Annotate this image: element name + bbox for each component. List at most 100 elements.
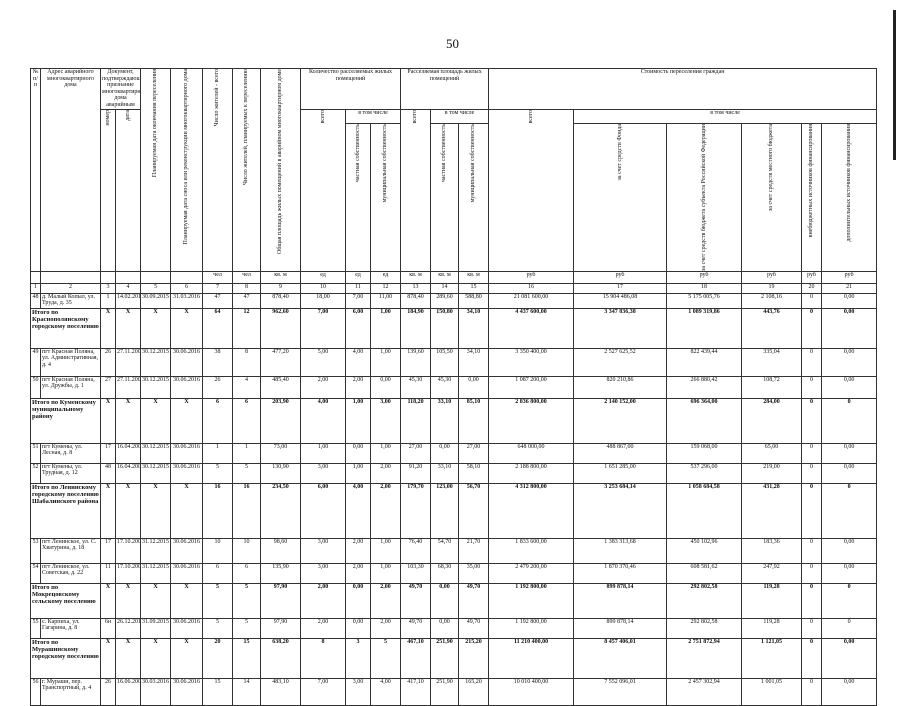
table-cell: 8 bbox=[232, 347, 262, 377]
header-text: за счет средств бюджета субъекта Российс… bbox=[700, 123, 707, 271]
table-cell: 27,00 bbox=[400, 442, 432, 464]
table-cell: 53 bbox=[30, 537, 41, 564]
units-row: чел чел кв. м ед ед ед кв. м кв. м кв. м руб руб ру… bbox=[30, 270, 878, 284]
column-number: 16 bbox=[488, 282, 575, 294]
units-cell: чел bbox=[232, 270, 262, 284]
table-cell: 11 bbox=[100, 562, 116, 584]
table-cell: 0,00 bbox=[458, 375, 490, 399]
header-cell: частная собственность bbox=[430, 122, 460, 272]
table-cell: 30.06.2016 bbox=[170, 347, 204, 377]
header-text: всего bbox=[412, 109, 419, 124]
table-cell: 0 bbox=[801, 442, 823, 464]
table-cell: 1,00 bbox=[370, 562, 402, 584]
table-cell: 3,00 bbox=[370, 397, 402, 444]
table-cell: 0 bbox=[801, 677, 823, 706]
table-cell: 0,00 bbox=[430, 442, 460, 464]
table-cell: 97,90 bbox=[260, 582, 302, 619]
table-cell: 5 bbox=[202, 582, 234, 619]
units-cell: кв. м bbox=[400, 270, 432, 284]
header-cell: номер bbox=[100, 108, 116, 272]
table-cell: 203,90 bbox=[260, 397, 302, 444]
table-cell: 2 527 625,52 bbox=[573, 347, 668, 377]
table-cell: 47 bbox=[202, 292, 234, 309]
table-cell: 17 bbox=[100, 537, 116, 564]
table-cell: 0,00 bbox=[821, 307, 878, 349]
table-cell: 21,70 bbox=[458, 537, 490, 564]
table-cell: 49,70 bbox=[400, 617, 432, 639]
table-cell: 139,60 bbox=[400, 347, 432, 377]
table-cell: 17 bbox=[100, 442, 116, 464]
table-cell: 184,90 bbox=[400, 307, 432, 349]
header-text: всего bbox=[319, 109, 326, 124]
table-cell: 5 bbox=[232, 582, 262, 619]
table-cell: 289,60 bbox=[430, 292, 460, 309]
table-cell: пгт Кумены, ул. Лесная, д. 8 bbox=[40, 442, 101, 464]
table-body: 48 д. Малый Копыл, ул. Труда, д. 35 1 14.02… bbox=[30, 292, 878, 706]
table-cell: 1 bbox=[202, 442, 234, 464]
table-cell: X bbox=[100, 482, 116, 539]
table-cell: 2,00 bbox=[345, 537, 372, 564]
column-number: 3 bbox=[100, 282, 116, 294]
table-cell: 0 bbox=[801, 375, 823, 399]
table-cell: 98,60 bbox=[260, 537, 302, 564]
table-cell: 1,00 bbox=[345, 462, 372, 484]
column-number: 2 bbox=[40, 282, 101, 294]
table-cell: 108,72 bbox=[741, 375, 803, 399]
table-cell: 6н bbox=[100, 617, 116, 639]
column-number: 17 bbox=[573, 282, 668, 294]
table-cell: 5 bbox=[232, 617, 262, 639]
data-row: 56 г. Мураши, пер. Транспортный, д. 4 26 16… bbox=[30, 677, 878, 706]
table-cell: 45,30 bbox=[400, 375, 432, 399]
table-cell: 0 bbox=[821, 582, 878, 619]
table-cell: 3,00 bbox=[300, 462, 347, 484]
table-cell: 4 437 600,00 bbox=[488, 307, 575, 349]
table: № п/п Адрес аварийного многоквартирного … bbox=[30, 68, 878, 706]
table-cell: 1 383 313,68 bbox=[573, 537, 668, 564]
table-cell: 85,10 bbox=[458, 397, 490, 444]
table-cell: 30.12.2015 bbox=[140, 347, 172, 377]
table-cell: 26 bbox=[100, 347, 116, 377]
table-cell: 45,30 bbox=[430, 375, 460, 399]
header-text: Число жителей - всего bbox=[214, 69, 221, 127]
units-cell bbox=[40, 270, 101, 284]
table-cell: 15 904 486,08 bbox=[573, 292, 668, 309]
header-cell: всего bbox=[400, 108, 432, 272]
header-cell: Количество расселяемых жилых помещений bbox=[300, 68, 402, 110]
column-number: 11 bbox=[345, 282, 372, 294]
header-cell: за счет средств местного бюджета bbox=[741, 122, 803, 272]
table-cell: 97,90 bbox=[260, 617, 302, 639]
column-number: 6 bbox=[170, 282, 204, 294]
header-text: частная собственность bbox=[441, 123, 448, 182]
table-cell: X bbox=[100, 307, 116, 349]
table-cell: X bbox=[170, 397, 204, 444]
column-number: 8 bbox=[232, 282, 262, 294]
table-cell: X bbox=[114, 637, 142, 679]
table-cell: 1,00 bbox=[300, 442, 347, 464]
table-cell: 0,00 bbox=[345, 582, 372, 619]
units-cell: руб bbox=[488, 270, 575, 284]
scan-edge bbox=[893, 10, 896, 160]
table-cell: 21 081 600,00 bbox=[488, 292, 575, 309]
column-number: 1 bbox=[30, 282, 41, 294]
table-cell: 2 836 800,00 bbox=[488, 397, 575, 444]
table-cell: X bbox=[140, 637, 172, 679]
table-cell: 0 bbox=[801, 617, 823, 639]
table-cell: 0 bbox=[801, 637, 823, 679]
total-row: Итого по Мокрецовскому сельскому поселен… bbox=[30, 582, 878, 619]
table-cell: 1 bbox=[100, 292, 116, 309]
table-cell: пгт Ленинское, ул. Советская, д. 22 bbox=[40, 562, 101, 584]
table-cell: 3 347 836,38 bbox=[573, 307, 668, 349]
table-cell: 0,00 bbox=[345, 442, 372, 464]
table-cell: 16 bbox=[202, 482, 234, 539]
table-cell: 55 bbox=[30, 617, 41, 639]
table-cell: 0,00 bbox=[821, 442, 878, 464]
table-cell: 251,90 bbox=[430, 677, 460, 706]
table-cell: 878,40 bbox=[400, 292, 432, 309]
table-cell: 10 bbox=[202, 537, 234, 564]
table-cell: 54,70 bbox=[430, 537, 460, 564]
table-cell: 2,00 bbox=[345, 375, 372, 399]
table-cell: 0 bbox=[801, 482, 823, 539]
table-cell: 48 bbox=[100, 462, 116, 484]
units-cell bbox=[170, 270, 204, 284]
